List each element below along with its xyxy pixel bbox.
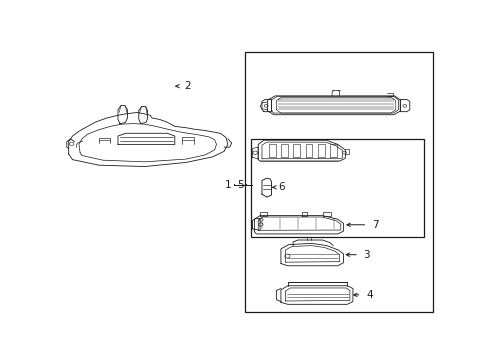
Text: 1: 1 bbox=[224, 180, 231, 190]
Text: 3: 3 bbox=[363, 250, 369, 260]
Text: 5: 5 bbox=[237, 180, 244, 190]
Bar bbox=[251, 139, 423, 237]
Text: 7: 7 bbox=[371, 220, 378, 230]
Text: 6: 6 bbox=[277, 183, 284, 192]
Text: 2: 2 bbox=[184, 81, 190, 91]
Text: 4: 4 bbox=[366, 290, 372, 300]
Bar bbox=[244, 51, 432, 312]
